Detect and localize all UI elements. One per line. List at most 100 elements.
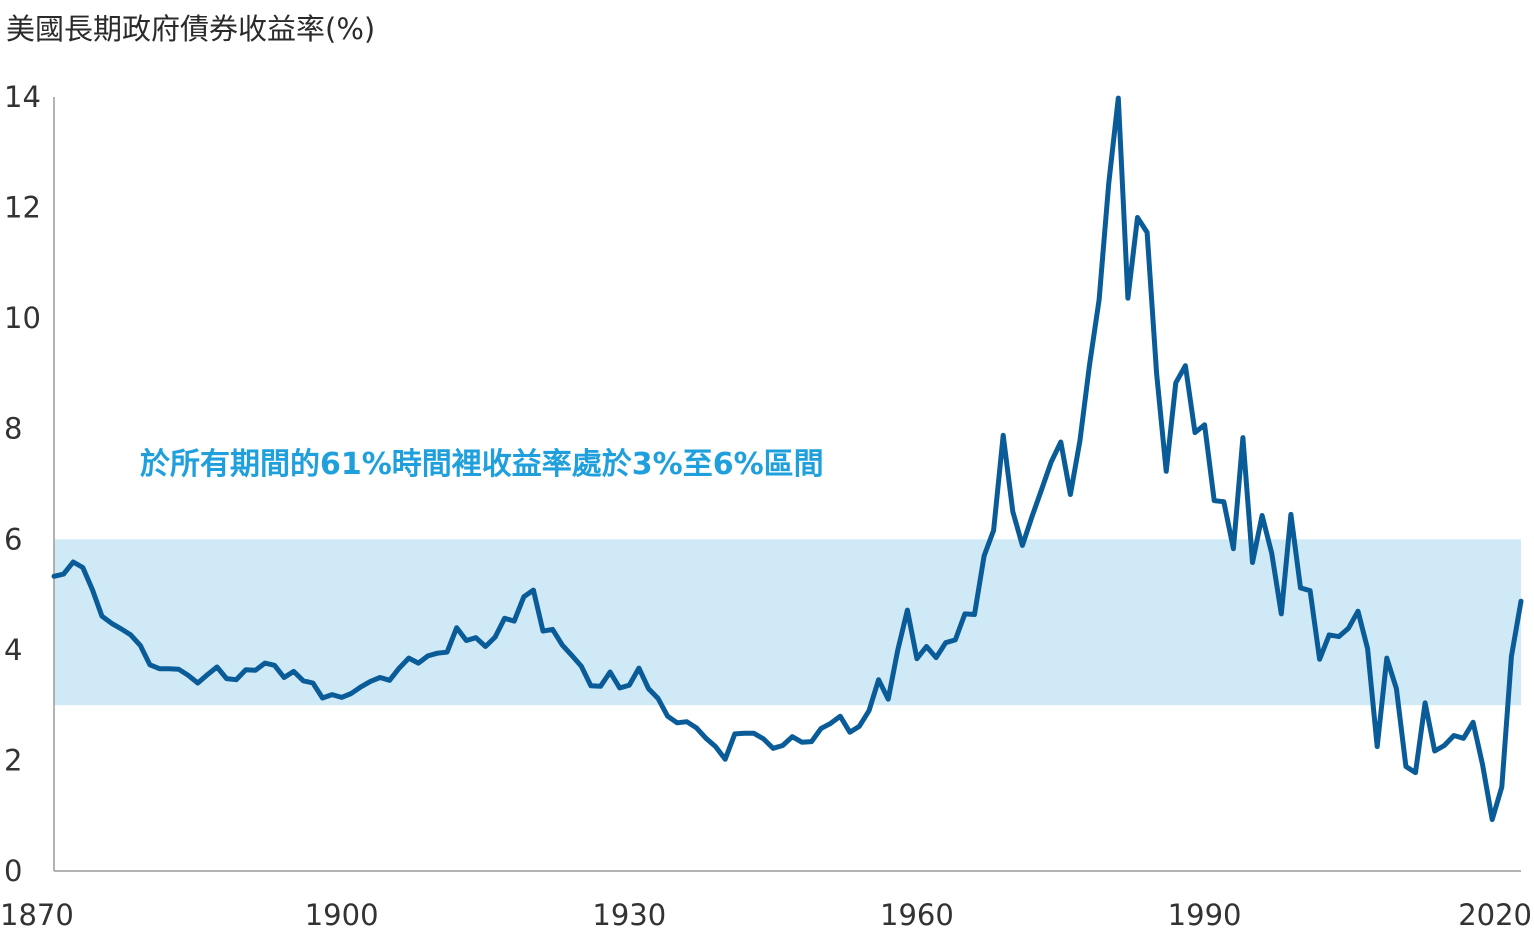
data-point-1932 xyxy=(646,687,650,691)
data-point-2007 xyxy=(1366,647,1370,651)
data-point-1968 xyxy=(992,528,996,532)
data-point-1908 xyxy=(416,661,420,665)
data-point-1915 xyxy=(483,645,487,649)
data-point-1922 xyxy=(551,627,555,631)
data-point-1980 xyxy=(1107,182,1111,186)
data-point-1918 xyxy=(512,619,516,623)
data-point-1931 xyxy=(637,666,641,670)
data-point-1983 xyxy=(1135,216,1139,220)
data-point-1934 xyxy=(666,714,670,718)
data-point-2021 xyxy=(1500,785,1504,789)
data-point-2022 xyxy=(1509,654,1513,658)
band-3-to-6-percent xyxy=(54,539,1521,706)
x-tick-label-2020: 2020 xyxy=(1458,898,1532,931)
data-point-1886 xyxy=(205,673,209,677)
data-point-1912 xyxy=(455,626,459,630)
data-point-1990 xyxy=(1203,423,1207,427)
data-point-1924 xyxy=(570,653,574,657)
data-point-1961 xyxy=(925,645,929,649)
data-point-1939 xyxy=(714,745,718,749)
y-tick-label-8: 8 xyxy=(4,412,22,446)
data-point-2014 xyxy=(1433,749,1437,753)
y-tick-label-14: 14 xyxy=(4,80,41,114)
data-point-1905 xyxy=(388,678,392,682)
data-point-1910 xyxy=(436,651,440,655)
data-point-1981 xyxy=(1116,96,1120,100)
tick-layer: 0 2 4 6 8 10 12 14 1870 1900 1930 1960 1990 2020 xyxy=(0,80,1532,931)
data-point-2010 xyxy=(1394,687,1398,691)
data-point-1969 xyxy=(1001,433,1005,437)
data-point-1947 xyxy=(790,735,794,739)
data-point-1884 xyxy=(186,673,190,677)
data-point-1894 xyxy=(282,676,286,679)
data-point-1896 xyxy=(301,679,305,683)
data-point-1885 xyxy=(196,681,200,685)
data-point-1903 xyxy=(368,679,372,683)
data-point-1950 xyxy=(819,726,823,730)
data-point-1952 xyxy=(838,714,842,718)
x-tick-label-1870: 1870 xyxy=(0,898,74,931)
data-point-1916 xyxy=(493,635,497,639)
data-point-1872 xyxy=(71,560,75,564)
data-point-1988 xyxy=(1183,364,1187,368)
data-point-2008 xyxy=(1375,745,1379,749)
data-point-1917 xyxy=(503,616,507,620)
data-point-1876 xyxy=(110,621,114,625)
data-point-1878 xyxy=(129,633,133,637)
data-point-1948 xyxy=(800,740,804,744)
data-point-1949 xyxy=(809,740,813,744)
data-point-1921 xyxy=(541,629,545,633)
data-point-1975 xyxy=(1059,440,1063,444)
x-tick-label-1990: 1990 xyxy=(1168,898,1242,931)
data-point-1953 xyxy=(848,730,852,734)
data-point-1904 xyxy=(378,676,382,679)
data-point-2005 xyxy=(1346,626,1350,630)
data-point-2002 xyxy=(1318,657,1322,661)
data-point-1889 xyxy=(234,678,238,682)
data-point-1976 xyxy=(1068,493,1072,497)
data-point-1979 xyxy=(1097,298,1101,302)
data-point-1913 xyxy=(464,638,468,642)
data-point-1971 xyxy=(1020,543,1024,547)
data-point-1995 xyxy=(1251,561,1255,565)
data-point-1962 xyxy=(934,656,938,660)
band-annotation: 於所有期間的61%時間裡收益率處於3%至6%區間 xyxy=(140,447,824,482)
data-point-1890 xyxy=(244,668,248,672)
y-tick-label-12: 12 xyxy=(4,191,41,225)
y-tick-label-10: 10 xyxy=(4,301,41,335)
data-point-1967 xyxy=(982,554,986,558)
data-point-1985 xyxy=(1155,371,1159,375)
data-point-1955 xyxy=(867,709,871,713)
data-point-1956 xyxy=(877,678,881,682)
data-point-1964 xyxy=(953,638,957,642)
data-point-2006 xyxy=(1356,609,1360,613)
data-point-1943 xyxy=(752,731,756,735)
data-point-1873 xyxy=(81,565,85,569)
data-point-1986 xyxy=(1164,469,1168,473)
data-point-1892 xyxy=(263,661,267,665)
data-point-1944 xyxy=(762,737,766,741)
series-layer xyxy=(51,95,1524,823)
data-point-1928 xyxy=(608,670,612,674)
data-point-1989 xyxy=(1193,431,1197,435)
data-point-1901 xyxy=(349,692,353,696)
data-point-1936 xyxy=(685,720,689,724)
data-point-1897 xyxy=(311,681,315,685)
data-point-2018 xyxy=(1471,720,1475,724)
data-point-1870 xyxy=(52,574,56,578)
data-point-1963 xyxy=(944,641,948,645)
axis-layer xyxy=(53,97,1521,872)
data-point-1966 xyxy=(972,612,976,616)
data-point-1871 xyxy=(62,572,66,576)
data-point-1898 xyxy=(320,696,324,700)
data-point-2003 xyxy=(1327,633,1331,637)
data-point-1973 xyxy=(1040,488,1044,492)
x-tick-label-1960: 1960 xyxy=(880,898,954,931)
data-point-1972 xyxy=(1030,515,1034,519)
data-point-1914 xyxy=(474,636,478,640)
data-point-1978 xyxy=(1088,363,1092,367)
data-point-2000 xyxy=(1298,586,1302,590)
data-point-1937 xyxy=(694,726,698,730)
data-point-1987 xyxy=(1174,381,1178,385)
